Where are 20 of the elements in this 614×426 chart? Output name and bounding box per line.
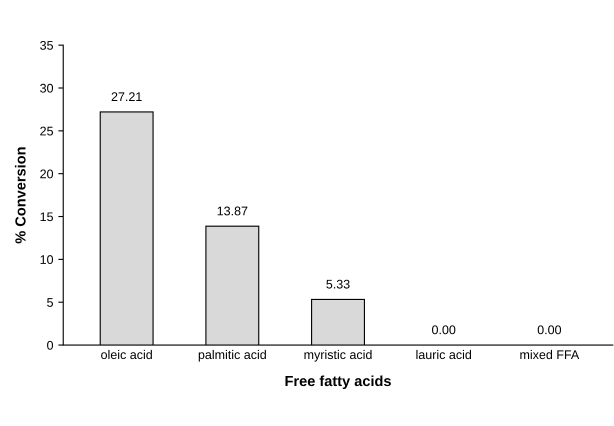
data-label: 0.00 — [432, 325, 456, 334]
x-tick-label: mixed FFA — [520, 350, 580, 360]
y-tick-label: 0 — [47, 340, 54, 350]
x-tick-label: oleic acid — [101, 350, 152, 360]
y-tick-label: 25 — [40, 126, 53, 136]
x-tick-label: lauric acid — [416, 350, 472, 360]
y-tick-label: 35 — [40, 40, 53, 50]
data-label: 5.33 — [326, 280, 350, 289]
data-label: 0.00 — [538, 325, 562, 334]
x-axis-title: Free fatty acids — [285, 375, 391, 390]
x-tick-label: myristic acid — [304, 350, 372, 362]
y-axis-title: % Conversion — [14, 147, 26, 244]
data-label: 13.87 — [218, 206, 248, 216]
y-tick-label: 10 — [40, 255, 54, 264]
y-tick-label: 20 — [40, 169, 54, 178]
data-label: 27.21 — [112, 92, 142, 101]
y-tick-label: 15 — [40, 212, 53, 222]
y-tick-label: 30 — [40, 84, 54, 93]
x-tick-label: palmitic acid — [198, 350, 266, 362]
y-tick-label: 5 — [47, 298, 53, 307]
